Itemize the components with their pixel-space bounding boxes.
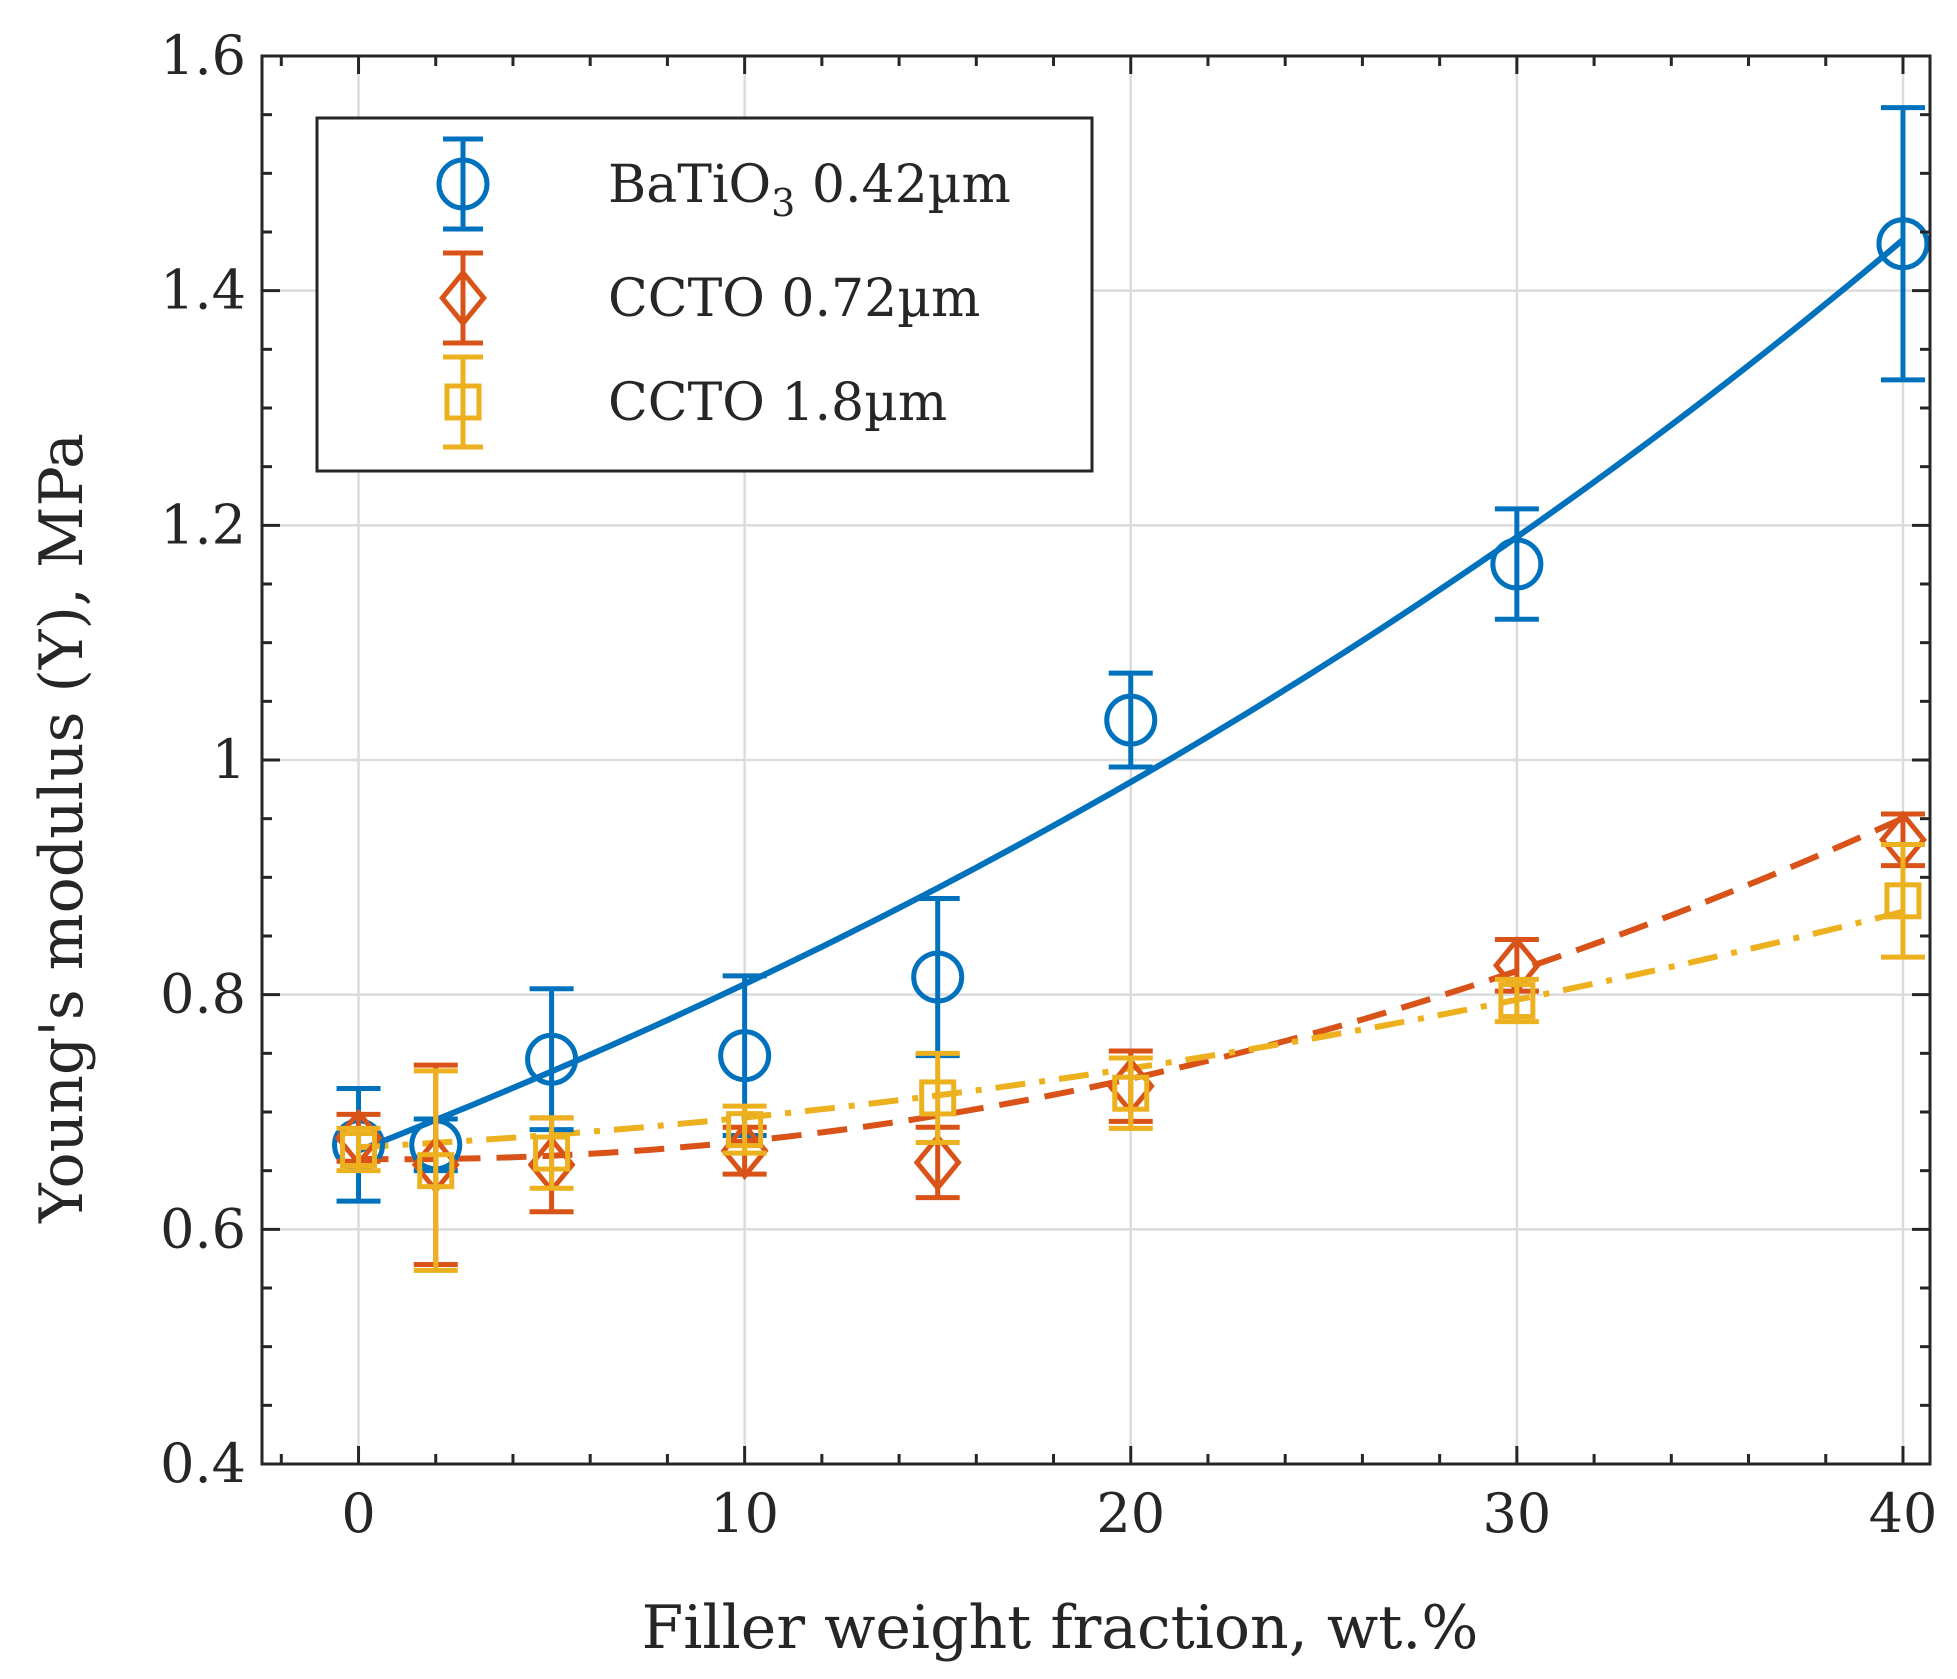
legend-marker — [444, 383, 482, 421]
y-tick-label: 0.4 — [160, 1432, 246, 1495]
x-tick-labels: 0 10 20 30 40 — [341, 1482, 1937, 1545]
x-tick-label: 40 — [1869, 1482, 1938, 1545]
data-point — [919, 1079, 957, 1117]
x-tick-label: 30 — [1483, 1482, 1552, 1545]
x-axis-label: Filler weight fraction, wt.% — [642, 1593, 1479, 1663]
x-tick-label: 20 — [1096, 1482, 1165, 1545]
data-point — [718, 1029, 772, 1083]
y-tick-label: 1 — [212, 728, 246, 791]
legend-label: CCTO 1.8µm — [608, 373, 947, 433]
legend-label: BaTiO3 0.42µm — [608, 155, 1011, 225]
x-tick-label: 10 — [710, 1482, 779, 1545]
data-point — [1876, 217, 1930, 271]
data-point — [1112, 1074, 1150, 1112]
data-point — [1490, 537, 1544, 591]
data-point — [911, 950, 965, 1004]
x-tick-label: 0 — [341, 1482, 375, 1545]
y-tick-label: 1.4 — [160, 259, 246, 322]
data-point — [1498, 982, 1536, 1020]
y-tick-label: 1.6 — [160, 24, 246, 87]
data-point — [1104, 693, 1158, 747]
data-series — [332, 105, 1930, 1273]
fit-curve-circle — [357, 237, 1905, 1154]
data-point — [417, 1152, 455, 1190]
y-tick-label: 0.6 — [160, 1197, 246, 1260]
legend: BaTiO3 0.42µm CCTO 0.72µm CCTO 1.8µm — [315, 116, 1094, 473]
series-square — [336, 841, 1925, 1273]
data-point — [726, 1111, 764, 1149]
legend-marker — [436, 157, 490, 211]
data-point — [340, 1131, 378, 1169]
data-point — [1884, 882, 1922, 920]
legend-marker — [439, 268, 487, 328]
y-tick-labels: 0.4 0.6 0.8 1 1.2 1.4 1.6 — [160, 24, 246, 1495]
legend-label: CCTO 0.72µm — [608, 269, 980, 329]
y-tick-label: 1.2 — [160, 493, 246, 556]
fit-curve-diamond — [358, 815, 1905, 1163]
axis-ticks — [262, 54, 1930, 1466]
data-point — [913, 1133, 962, 1192]
y-tick-label: 0.8 — [160, 963, 246, 1026]
y-axis-label: Young's modulus (Y), MPa — [27, 433, 97, 1224]
data-point — [525, 1032, 579, 1086]
data-point — [533, 1134, 571, 1172]
